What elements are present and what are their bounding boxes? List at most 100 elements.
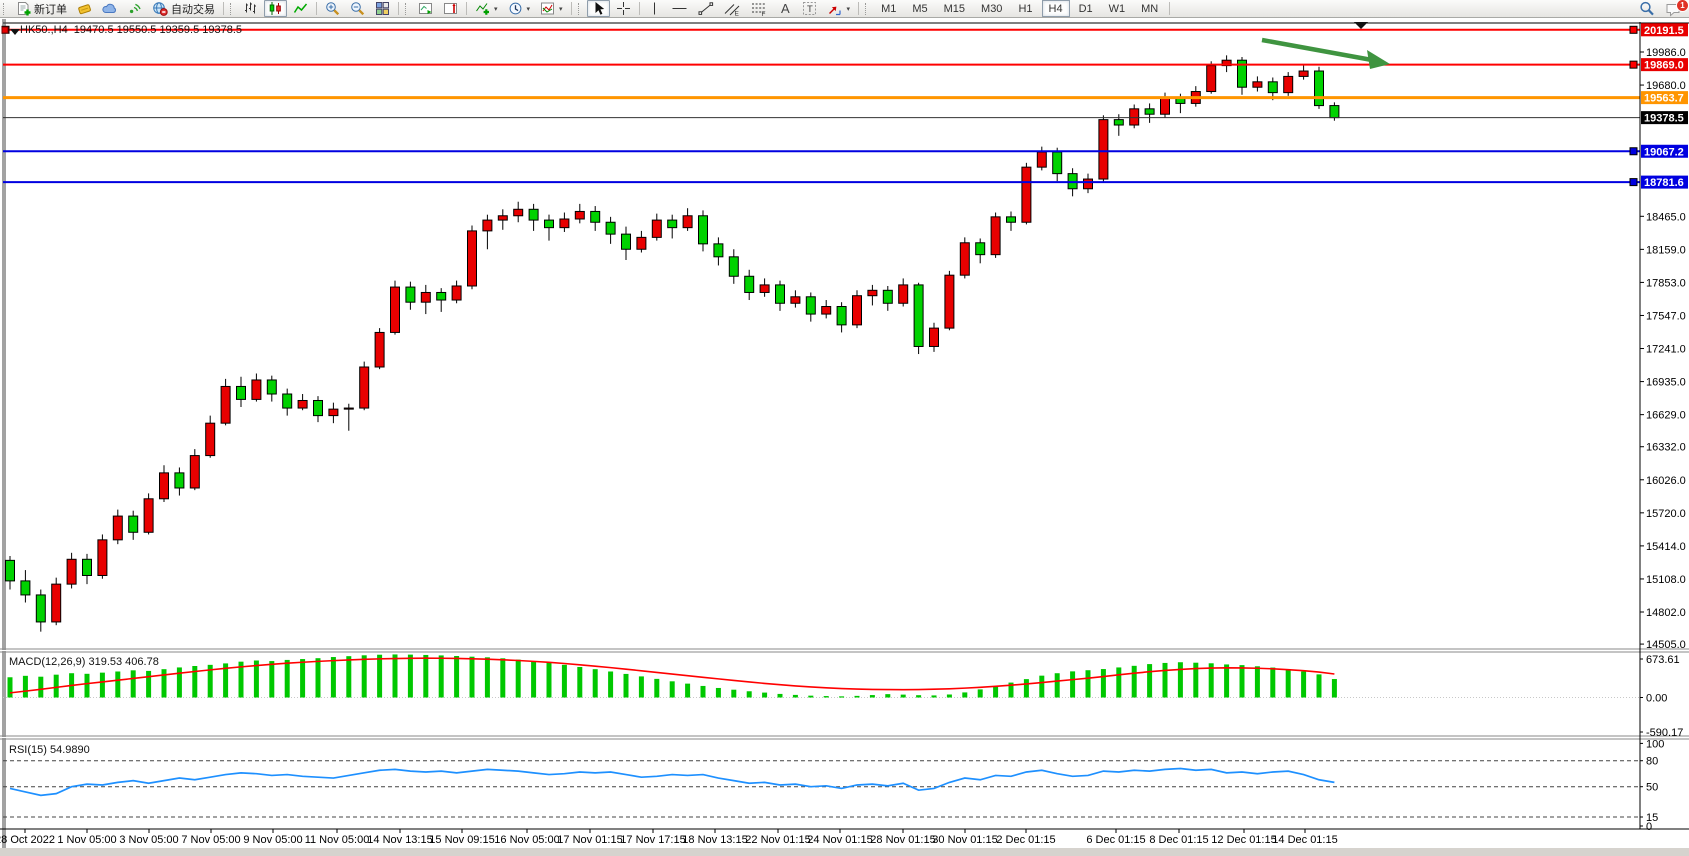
new-order-label: 新订单 — [34, 3, 67, 16]
auto-scroll-button[interactable] — [414, 0, 437, 17]
toolbar-grip[interactable] — [3, 2, 8, 15]
vertical-line-tool-button[interactable] — [644, 0, 665, 17]
macd-histogram-bar — [346, 656, 352, 698]
price-tag-20191.5[interactable]: 20191.5 — [1641, 23, 1688, 37]
macd-histogram-bar — [638, 676, 644, 698]
search-button[interactable] — [1635, 0, 1659, 17]
price-tag-18781.6[interactable]: 18781.6 — [1641, 175, 1688, 190]
trendline-tool-button[interactable] — [694, 0, 718, 17]
equidistant-channel-tool-button[interactable]: E — [720, 0, 745, 17]
timeframe-button-D1[interactable]: D1 — [1078, 2, 1093, 15]
candle-body — [1329, 105, 1340, 119]
chat-button[interactable]: 1 — [1661, 0, 1689, 17]
level-line-handle[interactable] — [1629, 147, 1638, 156]
timeframe-button-W1[interactable]: W1 — [1108, 2, 1126, 15]
indicators-dropdown-arrow[interactable]: ▾ — [494, 5, 498, 13]
timeframe-button-M5[interactable]: M5 — [912, 2, 928, 15]
toolbar-grip[interactable] — [865, 2, 870, 15]
macd-histogram-bar — [438, 655, 444, 698]
indicators-button[interactable]: ▾ — [471, 0, 502, 17]
price-tag-value: 19378.5 — [1644, 113, 1684, 125]
macd-histogram-bar — [269, 661, 275, 698]
horizontal-line-tool-button[interactable] — [667, 0, 692, 17]
candle-body — [189, 455, 200, 489]
bar-chart-button[interactable] — [239, 0, 262, 17]
timeframe-button-MN[interactable]: MN — [1141, 2, 1159, 15]
timeframe-button-H4[interactable]: H4 — [1041, 0, 1070, 17]
timeframe-button-M15[interactable]: M15 — [943, 2, 966, 15]
price-tag-19378.5[interactable]: 19378.5 — [1641, 111, 1688, 125]
chart-shift-button[interactable] — [439, 0, 462, 17]
line-chart-button[interactable] — [289, 0, 312, 17]
macd-histogram-bar — [392, 654, 398, 698]
candle-body — [590, 210, 601, 223]
svg-text:E: E — [734, 11, 739, 17]
vps-cloud-icon — [102, 1, 117, 16]
autotrading-label: 自动交易 — [171, 3, 215, 16]
candle-body — [313, 399, 323, 417]
candle-body — [436, 291, 447, 301]
price-tag-19067.2[interactable]: 19067.2 — [1641, 144, 1688, 159]
macd-histogram-bar — [515, 659, 521, 698]
price-tag-19563.7[interactable]: 19563.7 — [1641, 91, 1688, 105]
price-axis-label: 16629.0 — [1646, 410, 1686, 422]
zoom-out-button[interactable] — [346, 0, 369, 17]
one-click-trading-arrow[interactable] — [10, 29, 20, 35]
market-button[interactable] — [73, 0, 96, 17]
line-chart-icon — [293, 1, 308, 16]
autotrading-button[interactable]: 自动交易 — [148, 0, 219, 17]
price-axis[interactable]: 19986.0 19680.0 18465.0 18159.0 17853.0 17547… — [1639, 22, 1686, 833]
macd-histogram-bar — [916, 695, 922, 698]
candle-body — [359, 366, 370, 409]
candle-body — [374, 331, 385, 368]
vps-button[interactable] — [98, 0, 121, 17]
periods-button[interactable]: ▾ — [504, 0, 535, 17]
level-line-handle[interactable] — [1629, 178, 1638, 187]
arrows-dropdown-arrow[interactable]: ▾ — [846, 5, 851, 13]
macd-pane — [3, 654, 1640, 698]
templates-button[interactable]: ▾ — [536, 0, 567, 17]
level-line-handle[interactable] — [1629, 25, 1638, 34]
cursor-tool-button[interactable] — [586, 0, 610, 17]
price-tag-19869[interactable]: 19869.0 — [1641, 58, 1688, 72]
autotrading-icon — [152, 1, 168, 16]
fibonacci-tool-button[interactable]: F — [747, 0, 772, 17]
trend-arrow-annotation[interactable] — [1261, 37, 1373, 63]
tile-windows-button[interactable] — [371, 0, 394, 17]
templates-dropdown-arrow[interactable]: ▾ — [559, 5, 563, 13]
macd-histogram-bar — [531, 661, 537, 698]
candle-body — [867, 289, 878, 297]
zoom-in-button[interactable] — [321, 0, 344, 17]
signals-button[interactable] — [123, 0, 146, 17]
level-line-handle[interactable] — [1629, 60, 1638, 69]
toolbar-grip[interactable] — [230, 2, 235, 15]
timeframe-button-M30[interactable]: M30 — [981, 2, 1003, 15]
time-axis-label: 2 Dec 01:15 — [996, 834, 1055, 846]
price-tag-value: 19869.0 — [1644, 60, 1684, 72]
timeframe-button-H1[interactable]: H1 — [1018, 2, 1033, 15]
macd-histogram-bar — [1085, 670, 1091, 698]
candle-body — [420, 291, 431, 303]
text-icon: A — [778, 1, 792, 16]
price-axis-label: 15108.0 — [1646, 574, 1686, 586]
time-axis[interactable]: 28 Oct 2022 1 Nov 05:00 3 Nov 05:00 7 Nov 0… — [0, 828, 1689, 846]
candle-body — [66, 558, 77, 585]
macd-histogram-bar — [823, 696, 829, 698]
line-anchor-handle[interactable] — [1, 26, 9, 34]
toolbar-separator — [858, 2, 860, 15]
chart-shift-marker[interactable] — [1354, 22, 1368, 29]
arrows-tool-button[interactable]: ▾ — [823, 0, 855, 17]
text-label-tool-button[interactable]: T — [798, 0, 821, 17]
text-tool-button[interactable]: A — [774, 0, 796, 17]
periods-dropdown-arrow[interactable]: ▾ — [526, 5, 531, 13]
toolbar-grip[interactable] — [405, 2, 410, 15]
new-order-button[interactable]: 新订单 — [12, 0, 71, 17]
crosshair-tool-button[interactable] — [612, 0, 635, 17]
candlestick-chart-button[interactable] — [264, 0, 287, 17]
macd-histogram-bar — [1331, 679, 1337, 698]
macd-histogram-bar — [885, 694, 891, 698]
toolbar-grip[interactable] — [577, 2, 583, 15]
time-axis-label: 30 Nov 01:15 — [932, 834, 997, 846]
timeframe-button-M1[interactable]: M1 — [881, 2, 897, 15]
